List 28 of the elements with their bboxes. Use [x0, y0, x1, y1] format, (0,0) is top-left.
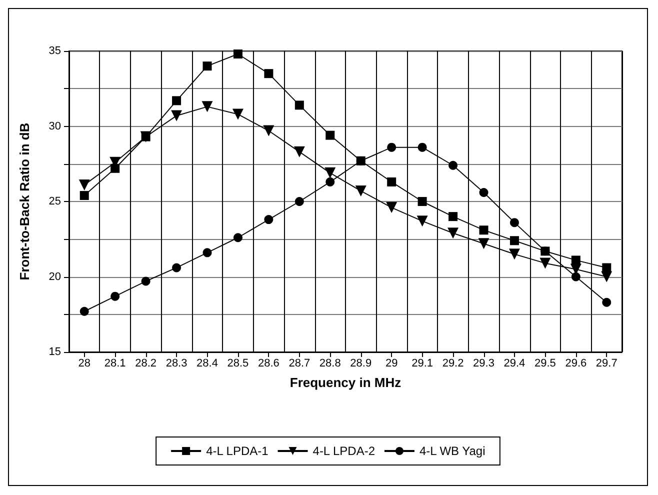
x-tick-label: 29.1	[412, 358, 434, 370]
x-tick-label: 28.8	[319, 358, 341, 370]
x-tick-label: 28.2	[135, 358, 157, 370]
y-tick-label: 35	[48, 45, 61, 57]
legend-label: 4-L WB Yagi	[419, 444, 486, 458]
x-axis-title: Frequency in MHz	[290, 375, 402, 390]
x-tick-label: 29	[385, 358, 398, 370]
y-tick-label: 25	[48, 196, 61, 208]
y-axis-title: Front-to-Back Ratio in dB	[17, 122, 32, 280]
legend-label: 4-L LPDA-2	[312, 444, 376, 458]
x-tick-label: 29.6	[565, 358, 587, 370]
x-tick-label: 29.5	[534, 358, 556, 370]
y-tick-label: 20	[48, 270, 61, 283]
x-tick-label: 28.6	[258, 358, 280, 370]
legend-label: 4-L LPDA-1	[206, 444, 269, 458]
x-tick-label: 28.3	[166, 358, 188, 370]
x-tick-label: 28.4	[196, 358, 218, 370]
x-tick-label: 29.2	[442, 358, 464, 370]
x-tick-label: 29.4	[504, 358, 526, 370]
x-tick-label: 28	[78, 358, 90, 370]
y-tick-label: 30	[48, 120, 61, 132]
y-tick-label: 15	[48, 346, 61, 358]
x-tick-label: 29.3	[473, 358, 494, 370]
x-tick-label: 28.1	[104, 358, 126, 370]
x-tick-label: 28.7	[288, 358, 310, 370]
x-tick-label: 28.5	[227, 358, 249, 370]
x-tick-label: 29.7	[596, 358, 618, 370]
x-tick-label: 28.9	[350, 358, 372, 370]
